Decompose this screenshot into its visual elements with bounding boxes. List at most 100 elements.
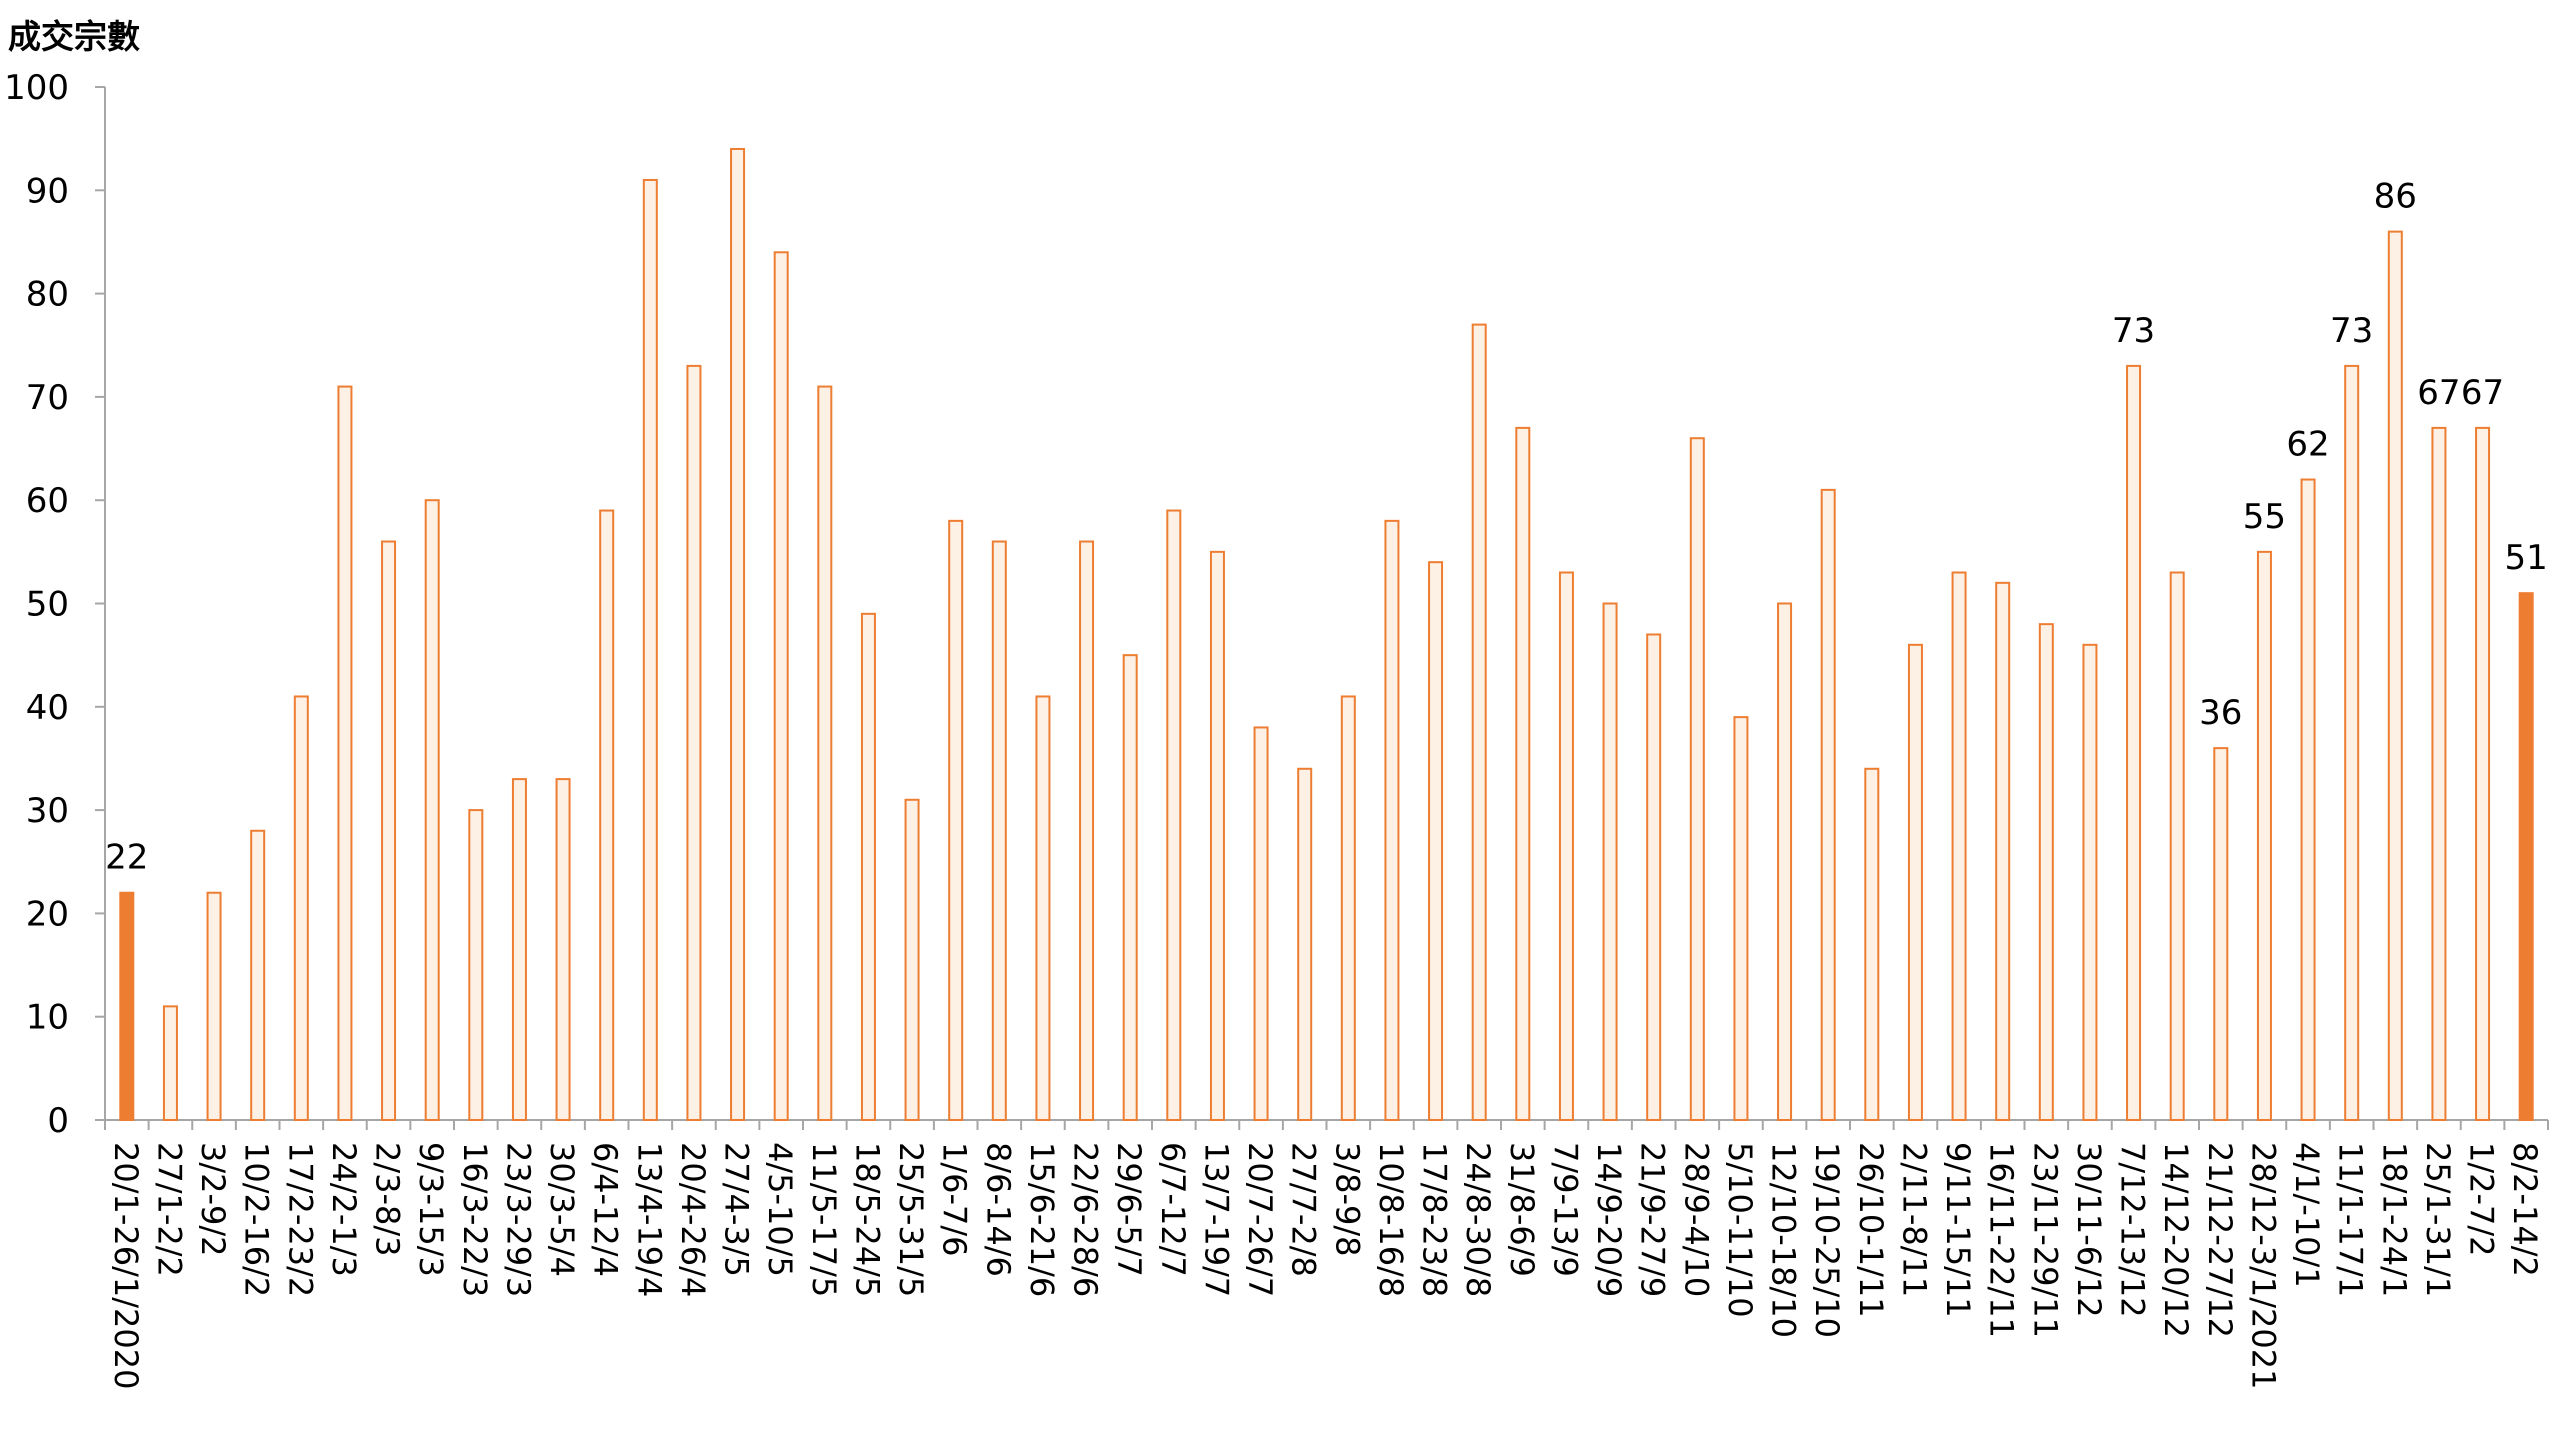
bar [2300,478,2316,1122]
y-tick-label: 0 [47,1101,69,1141]
data-label: 67 [2417,373,2460,413]
x-tick-label: 3/8-9/8 [1328,1142,1366,1257]
bar [468,809,484,1121]
bar [381,540,397,1121]
x-tick-label: 25/1-31/1 [2419,1142,2457,1297]
x-tick-label: 19/10-25/10 [1808,1142,1846,1338]
bar [2213,747,2229,1121]
x-tick-label: 7/9-13/9 [1546,1142,1584,1277]
x-tick-label: 14/9-20/9 [1590,1142,1628,1297]
x-tick-label: 2/3-8/3 [369,1142,407,1257]
x-tick-label: 11/1-17/1 [2332,1142,2370,1297]
bar [1646,633,1662,1121]
bar [2431,426,2447,1121]
x-tick-label: 20/1-26/1/2020 [107,1142,145,1389]
x-tick-label: 21/12-27/12 [2201,1142,2239,1338]
y-axis: 0 10 20 30 40 50 60 70 80 90 100 [4,68,106,1141]
x-tick-label: 28/12-3/1/2021 [2244,1142,2282,1389]
x-tick-label: 27/7-2/8 [1285,1142,1323,1277]
bar [293,695,309,1121]
bar [2256,550,2272,1121]
bar [2169,571,2185,1121]
y-tick-label: 80 [26,275,69,315]
x-tick-label: 31/8-6/9 [1503,1142,1541,1277]
data-label: 22 [105,838,148,878]
data-label: 62 [2286,425,2329,465]
bar [1428,561,1444,1121]
y-tick-label: 70 [26,378,69,418]
data-label: 73 [2330,311,2373,351]
x-tick-label: 18/5-24/5 [848,1142,886,1297]
data-label: 86 [2374,177,2417,217]
x-tick-label: 6/7-12/7 [1154,1142,1192,1277]
bar [1209,550,1225,1121]
bar-highlighted [2518,592,2534,1121]
bar [1733,716,1749,1121]
bar [206,891,222,1121]
bar [773,251,789,1121]
x-tick-label: 30/11-6/12 [2070,1142,2108,1318]
x-tick-label: 3/2-9/2 [194,1142,232,1257]
bar [1122,654,1138,1122]
data-label: 51 [2505,538,2548,578]
bar [555,778,571,1121]
data-label: 73 [2112,311,2155,351]
x-tick-label: 27/1-2/2 [150,1142,188,1277]
x-tick-label: 8/6-14/6 [979,1142,1017,1277]
bar [730,147,746,1122]
bars [119,147,2534,1122]
y-tick-label: 40 [26,688,69,728]
bar [686,364,702,1122]
bar [250,829,266,1121]
bar [1471,323,1487,1121]
x-tick-label: 29/6-5/7 [1110,1142,1148,1277]
x-tick-label: 2/11-8/11 [1895,1142,1933,1297]
bar [1384,519,1400,1121]
x-tick-label: 23/3-29/3 [499,1142,537,1297]
x-tick-label: 1/2-7/2 [2463,1142,2501,1257]
bar [860,612,876,1122]
x-tick-label: 4/1/-10/1 [2288,1142,2326,1288]
y-tick-label: 60 [26,481,69,521]
x-tick-label: 25/5-31/5 [892,1142,930,1297]
x-tick-label: 20/4-26/4 [674,1142,712,1297]
bar [1340,695,1356,1121]
x-tick-label: 20/7-26/7 [1241,1142,1279,1297]
bar [1907,643,1923,1121]
x-tick-label: 4/5-10/5 [761,1142,799,1277]
bar [162,1005,178,1121]
bar [599,509,615,1121]
x-tick-label: 16/3-22/3 [456,1142,494,1297]
bar [1602,602,1618,1121]
x-tick-label: 9/11-15/11 [1939,1142,1977,1318]
bar [817,385,833,1121]
x-tick-labels: 20/1-26/1/2020 27/1-2/2 3/2-9/2 10/2-16/2 17… [107,1142,2544,1389]
y-tick-label: 90 [26,171,69,211]
bar [2038,623,2054,1121]
data-label: 55 [2243,497,2286,537]
bar [1864,767,1880,1122]
x-tick-label: 17/8-23/8 [1416,1142,1454,1297]
bar [1079,540,1095,1121]
bar [2344,364,2360,1122]
x-tick-label: 12/10-18/10 [1765,1142,1803,1338]
bar [1995,581,2011,1121]
bar [904,798,920,1122]
x-tick-label: 13/4-19/4 [630,1142,668,1297]
y-tick-label: 50 [26,585,69,625]
y-tick-label: 30 [26,791,69,831]
x-tick-label: 1/6-7/6 [936,1142,974,1257]
data-label: 67 [2461,373,2504,413]
x-tick-label: 15/6-21/6 [1023,1142,1061,1297]
x-tick-label: 24/8-30/8 [1459,1142,1497,1297]
bar [2475,426,2491,1121]
x-tick-label: 18/1-24/1 [2375,1142,2413,1297]
x-tick-label: 11/5-17/5 [805,1142,843,1297]
bar [1558,571,1574,1121]
x-tick-label: 10/8-16/8 [1372,1142,1410,1297]
bar [1297,767,1313,1122]
y-tick-label: 20 [26,894,69,934]
x-tick-label: 17/2-23/2 [281,1142,319,1297]
